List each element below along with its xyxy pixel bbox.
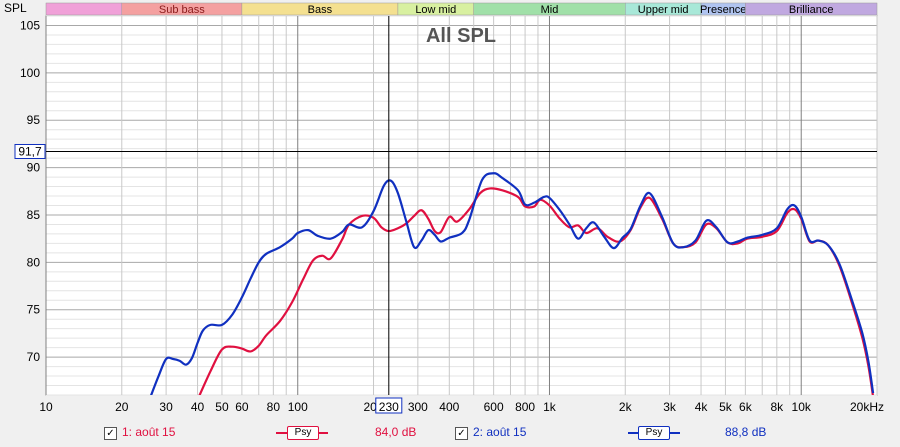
- y-tick-label: 85: [27, 208, 41, 222]
- x-tick-label: 3k: [663, 400, 677, 414]
- x-tick-label: 60: [235, 400, 249, 414]
- y-axis-label: SPL: [4, 1, 27, 15]
- band-label-3: Low mid: [415, 4, 456, 16]
- x-tick-label: 20: [115, 400, 129, 414]
- x-tick-label: 100: [288, 400, 308, 414]
- x-axis-ticks: 10 20 30 40 50 60 80 100 200 300 400 600 800 1k 2k 3k 4k…: [39, 400, 884, 414]
- x-tick-label: 2k: [619, 400, 633, 414]
- chart-title: All SPL: [426, 25, 496, 47]
- x-tick-label: 10k: [792, 400, 812, 414]
- cursor-x-readout-box: [375, 397, 403, 414]
- x-tick-label: 1k: [543, 400, 557, 414]
- cursor-x-readout: 230: [379, 400, 399, 414]
- x-tick-label: 600: [484, 400, 504, 414]
- band-label-2: Bass: [308, 4, 333, 16]
- x-tick-label: 80: [267, 400, 281, 414]
- y-tick-label: 90: [27, 161, 41, 175]
- x-tick-label: 300: [408, 400, 428, 414]
- band-label-1: Sub bass: [159, 4, 205, 16]
- y-tick-label: 105: [20, 18, 40, 32]
- x-tick-label: 4k: [695, 400, 709, 414]
- x-tick-label: 40: [191, 400, 205, 414]
- cursor-y-readout: 91,7: [18, 144, 42, 158]
- series-1-line: [198, 187, 874, 395]
- x-tick-label: 50: [215, 400, 229, 414]
- y-tick-label: 75: [27, 303, 41, 317]
- series-2-psy-button[interactable]: Psy: [638, 426, 670, 440]
- series-2-value: 88,8 dB: [725, 425, 767, 439]
- band-label-6: Presence: [700, 4, 746, 16]
- series-1-psy-button[interactable]: Psy: [287, 426, 319, 440]
- x-tick-label: 30: [159, 400, 173, 414]
- band-7: [745, 2, 878, 16]
- x-tick-label: 20kHz: [850, 400, 884, 414]
- band-label-5: Upper mid: [638, 4, 689, 16]
- frequency-bands: Sub bass Bass Low mid Mid Upper mid Presence B…: [45, 2, 878, 16]
- x-tick-label: 5k: [719, 400, 733, 414]
- series-1-checkbox[interactable]: ✓: [104, 427, 117, 440]
- y-axis-ticks: 70 75 80 85 90 95 100 105: [20, 18, 40, 364]
- checkmark-icon: ✓: [106, 428, 115, 439]
- checkmark-icon: ✓: [457, 428, 466, 439]
- legend: ✓ 1: août 15 Psy 84,0 dB ✓ 2: août 15 Ps…: [0, 424, 900, 442]
- y-tick-label: 100: [20, 66, 40, 80]
- series-2-line: [150, 172, 875, 395]
- series-2-checkbox[interactable]: ✓: [455, 427, 468, 440]
- x-tick-label: 10: [39, 400, 53, 414]
- series-lines: [150, 172, 875, 395]
- series-1-name: 1: août 15: [122, 425, 176, 439]
- x-tick-label: 8k: [770, 400, 784, 414]
- x-tick-label: 400: [439, 400, 459, 414]
- grid: [45, 15, 878, 396]
- x-tick-label: 800: [515, 400, 535, 414]
- crosshair-cursor[interactable]: 91,7 230: [14, 16, 877, 414]
- series-2-name: 2: août 15: [473, 425, 527, 439]
- y-tick-label: 70: [27, 350, 41, 364]
- y-tick-label: 95: [27, 113, 41, 127]
- x-tick-label: 6k: [739, 400, 753, 414]
- band-0: [45, 2, 123, 16]
- y-tick-label: 80: [27, 255, 41, 269]
- band-label-4: Mid: [541, 4, 559, 16]
- cursor-y-readout-box: [14, 143, 46, 159]
- band-label-7: Brilliance: [789, 4, 834, 16]
- series-1-value: 84,0 dB: [375, 425, 417, 439]
